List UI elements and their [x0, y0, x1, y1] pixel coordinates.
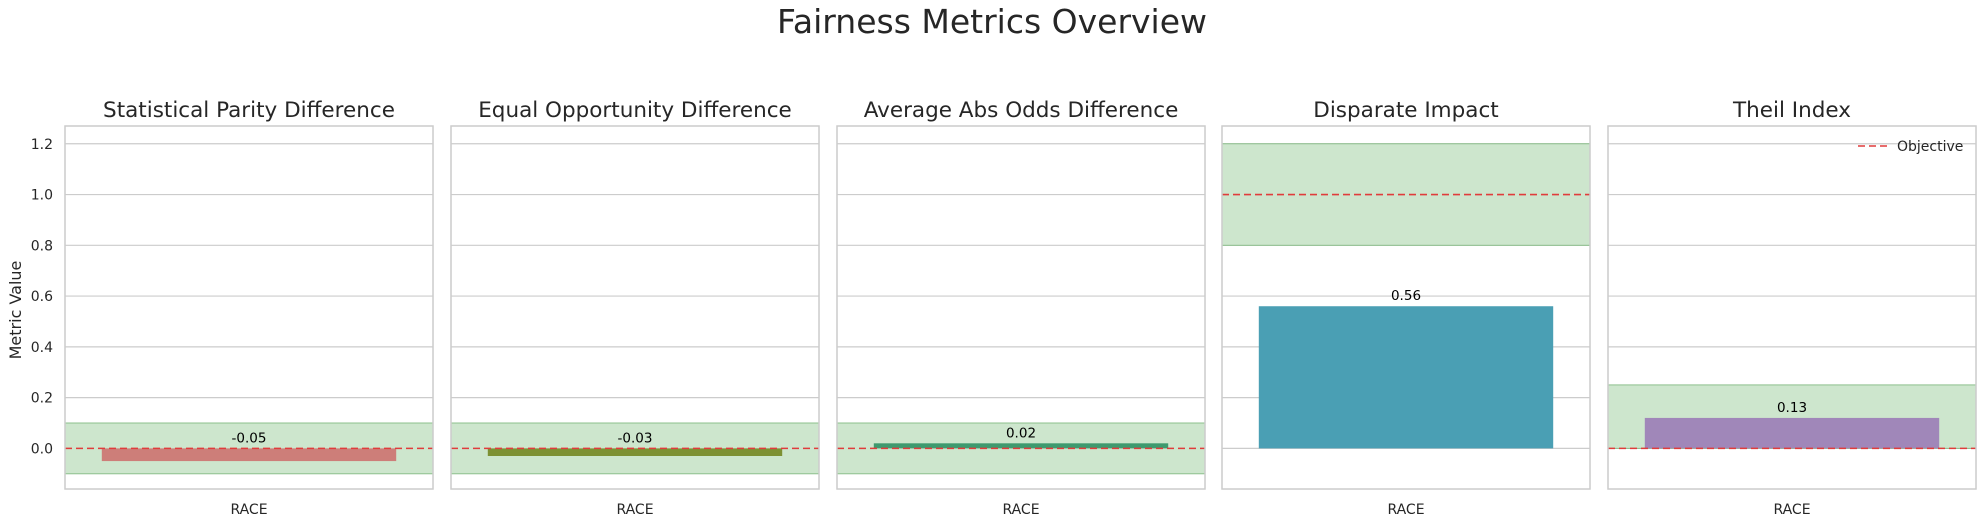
bar-race: [487, 448, 783, 456]
y-tick-label: 0.0: [31, 441, 53, 457]
panel-title: Average Abs Odds Difference: [864, 98, 1179, 123]
y-tick-label: 1.2: [31, 137, 53, 153]
panel-1: -0.05 Statistical Parity Difference RACE 0.…: [31, 98, 434, 518]
panel-title: Disparate Impact: [1313, 98, 1498, 123]
panel-title: Equal Opportunity Difference: [478, 98, 792, 123]
y-tick-label: 0.2: [31, 391, 53, 407]
panel-3: 0.02 Average Abs Odds Difference RACE: [836, 98, 1206, 518]
panel-frame: [450, 125, 820, 490]
panel-2: -0.03 Equal Opportunity Difference RACE: [450, 98, 820, 518]
x-tick-label: RACE: [616, 502, 653, 518]
y-tick-label: 0.8: [31, 238, 53, 254]
y-tick-label: 0.4: [31, 340, 53, 356]
bar-race: [101, 448, 397, 462]
bar-value-label: 0.13: [1777, 400, 1807, 416]
panel-title: Statistical Parity Difference: [103, 98, 395, 123]
x-tick-label: RACE: [1387, 502, 1424, 518]
bar-race: [1644, 417, 1940, 449]
bar-value-label: -0.05: [232, 430, 267, 446]
y-tick-label: 0.6: [31, 289, 53, 305]
x-tick-label: RACE: [1002, 502, 1039, 518]
x-tick-label: RACE: [1773, 502, 1810, 518]
panel-frame: [836, 125, 1206, 490]
y-axis-label: Metric Value: [6, 261, 25, 360]
x-tick-label: RACE: [230, 502, 267, 518]
panel-frame: [64, 125, 434, 490]
figure-title: Fairness Metrics Overview: [777, 2, 1207, 41]
bar-race: [1258, 306, 1554, 449]
y-tick-label: 1.0: [31, 188, 53, 204]
bar-race: [873, 443, 1169, 449]
bar-value-label: 0.02: [1006, 425, 1036, 441]
panel-title: Theil Index: [1732, 98, 1851, 123]
bar-value-label: -0.03: [618, 430, 653, 446]
panel-4: 0.56 Disparate Impact RACE: [1221, 98, 1591, 518]
legend-objective-label: Objective: [1897, 139, 1963, 155]
bar-value-label: 0.56: [1391, 288, 1421, 304]
panel-frame: [1607, 125, 1977, 490]
panel-frame: [1221, 125, 1591, 490]
panel-5: 0.13 Theil Index RACE Objective: [1607, 98, 1977, 518]
legend: Objective: [1858, 139, 1963, 155]
